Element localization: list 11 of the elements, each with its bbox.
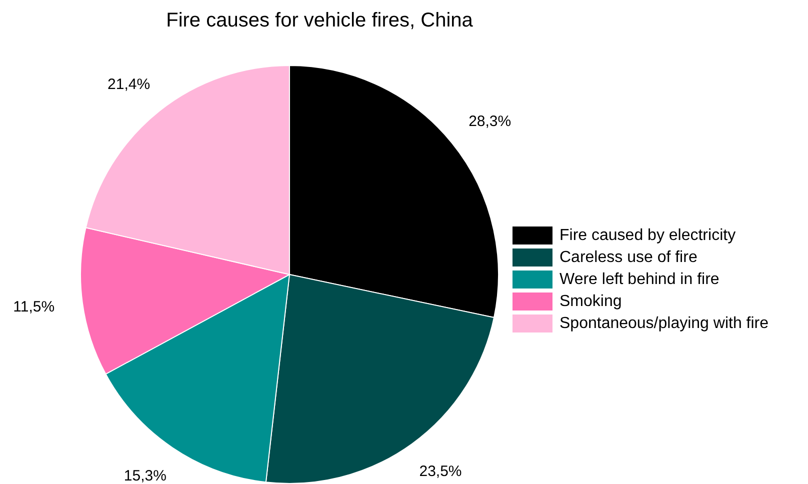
legend-label: Were left behind in fire bbox=[560, 271, 720, 288]
legend-label: Careless use of fire bbox=[560, 249, 698, 266]
data-label: 23,5% bbox=[419, 463, 462, 480]
data-label: 15,3% bbox=[124, 467, 166, 484]
legend-label: Spontaneous/playing with fire bbox=[560, 315, 769, 332]
data-label: 11,5% bbox=[13, 298, 55, 316]
data-label: 28,3% bbox=[468, 112, 512, 130]
legend-label: Fire caused by electricity bbox=[560, 227, 736, 244]
legend-label: Smoking bbox=[560, 293, 622, 310]
data-label: 21,4% bbox=[108, 76, 150, 93]
chart-title: Fire causes for vehicle fires, China bbox=[166, 10, 474, 32]
